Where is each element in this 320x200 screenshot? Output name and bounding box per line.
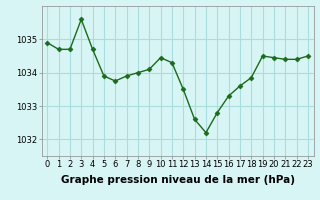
X-axis label: Graphe pression niveau de la mer (hPa): Graphe pression niveau de la mer (hPa): [60, 175, 295, 185]
